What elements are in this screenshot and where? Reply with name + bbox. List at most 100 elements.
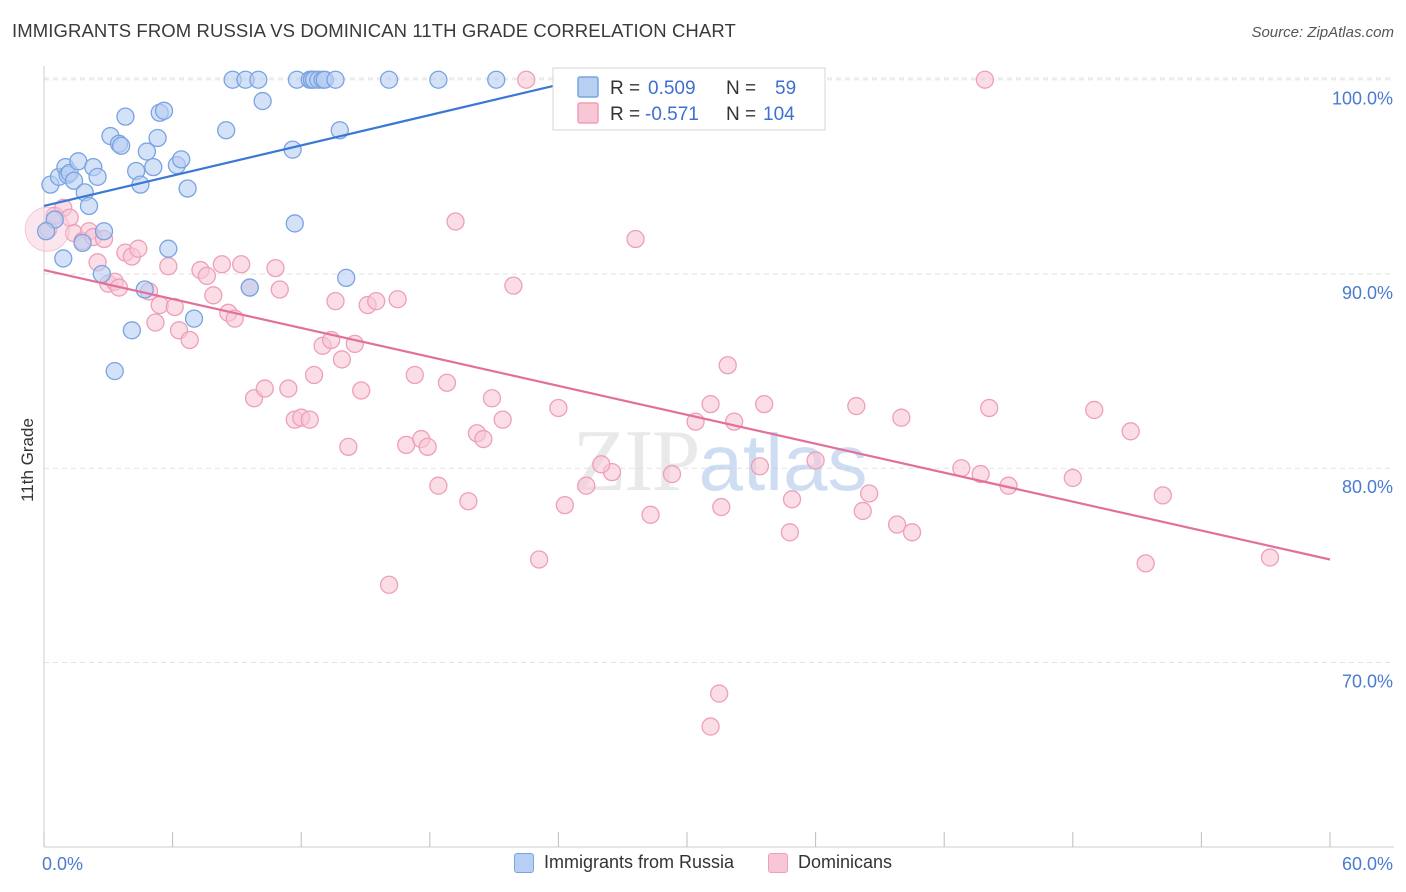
y-tick-label: 80.0%	[1342, 477, 1393, 497]
point-dominicans	[279, 379, 298, 398]
legend-n-value-russia: 59	[775, 78, 796, 99]
point-russia	[137, 142, 157, 161]
point-dominicans	[418, 437, 437, 456]
point-dominicans	[212, 255, 232, 274]
point-dominicans	[847, 396, 866, 416]
point-dominicans	[304, 365, 324, 385]
point-russia	[178, 179, 197, 198]
point-russia	[326, 70, 345, 89]
point-dominicans	[159, 257, 178, 276]
point-russia	[105, 361, 124, 381]
point-russia	[116, 107, 135, 126]
legend-item-russia[interactable]: Immigrants from Russia	[513, 852, 734, 873]
legend-item-dominicans[interactable]: Dominicans	[768, 852, 892, 873]
point-russia	[135, 280, 154, 299]
point-dominicans	[555, 495, 574, 515]
point-russia	[253, 91, 272, 111]
legend-r-value-russia: 0.509	[648, 78, 696, 99]
point-dominicans	[577, 476, 596, 495]
point-dominicans	[549, 398, 568, 418]
legend-n-value-dominicans: 104	[763, 104, 795, 125]
point-dominicans	[332, 350, 352, 369]
legend-swatch-dominicans	[577, 102, 599, 124]
point-russia	[285, 214, 304, 233]
point-dominicans	[1153, 486, 1172, 505]
point-dominicans	[1260, 548, 1280, 567]
point-russia	[94, 222, 114, 241]
point-dominicans	[326, 292, 345, 311]
point-russia	[379, 70, 399, 89]
chart-source: Source: ZipAtlas.com	[1251, 24, 1394, 41]
point-dominicans	[197, 266, 217, 286]
point-dominicans	[975, 70, 995, 89]
chart-title: IMMIGRANTS FROM RUSSIA VS DOMINICAN 11TH…	[12, 20, 736, 41]
point-dominicans	[146, 313, 165, 332]
legend-swatch-russia	[577, 76, 599, 98]
gridlines	[44, 77, 1394, 663]
point-russia	[92, 264, 112, 284]
point-dominicans	[352, 381, 371, 400]
point-dominicans	[780, 523, 800, 542]
point-dominicans	[437, 373, 457, 392]
point-dominicans	[367, 292, 386, 311]
series-legend: Immigrants from Russia Dominicans	[0, 852, 1406, 873]
point-russia	[487, 70, 506, 89]
point-dominicans	[150, 295, 169, 315]
point-dominicans	[266, 258, 285, 278]
legend-swatch-blue	[513, 852, 534, 873]
point-dominicans	[641, 505, 660, 524]
point-dominicans	[255, 379, 274, 398]
point-dominicans	[710, 684, 729, 703]
point-russia	[249, 70, 268, 89]
point-dominicans	[980, 398, 999, 418]
point-dominicans	[860, 484, 879, 503]
point-russia	[240, 278, 259, 297]
point-russia	[337, 268, 356, 287]
point-dominicans	[887, 515, 907, 534]
point-dominicans	[701, 394, 720, 414]
point-russia	[73, 233, 92, 253]
legend-r-value-dominicans: -0.571	[645, 104, 699, 125]
x-tick-label-max: 60.0%	[1342, 854, 1393, 874]
point-dominicans	[493, 410, 512, 429]
point-russia	[122, 321, 142, 340]
point-russia	[79, 196, 99, 216]
point-dominicans	[180, 330, 199, 350]
legend-r-label-dominicans: R =	[610, 104, 640, 125]
legend-n-label-russia: N =	[726, 78, 756, 99]
y-tick-label: 100.0%	[1332, 89, 1393, 109]
trendlines	[43, 78, 1331, 561]
x-tick-label-min: 0.0%	[42, 854, 83, 874]
point-russia	[154, 101, 174, 120]
point-russia	[217, 121, 236, 140]
point-dominicans	[626, 229, 645, 249]
y-tick-label: 90.0%	[1342, 283, 1393, 303]
point-dominicans	[750, 457, 770, 476]
point-dominicans	[712, 497, 731, 517]
legend-n-label-dominicans: N =	[726, 104, 756, 125]
point-dominicans	[1063, 468, 1082, 488]
y-axis-label: 11th Grade	[18, 418, 37, 502]
point-dominicans	[592, 455, 611, 474]
point-dominicans	[270, 280, 289, 299]
point-dominicans	[902, 523, 922, 542]
legend-r-label-russia: R =	[610, 78, 640, 99]
point-dominicans	[755, 394, 774, 414]
point-dominicans	[971, 464, 990, 484]
legend-label-dominicans: Dominicans	[798, 852, 893, 872]
point-dominicans	[459, 492, 478, 511]
y-tick-label: 70.0%	[1342, 671, 1393, 691]
point-dominicans	[339, 437, 358, 456]
point-dominicans	[446, 212, 465, 231]
trendline-dominicans	[43, 269, 1331, 561]
point-dominicans	[504, 276, 523, 295]
point-dominicans	[204, 286, 223, 305]
point-dominicans	[429, 476, 448, 495]
stats-legend: R = 0.509 N = 59 R = -0.571 N = 104	[552, 67, 826, 131]
point-dominicans	[129, 239, 148, 258]
point-dominicans	[517, 70, 536, 89]
y-tick-labels: 100.0% 90.0% 80.0% 70.0%	[1332, 89, 1393, 692]
point-dominicans	[1136, 554, 1155, 573]
point-russia	[429, 70, 448, 89]
